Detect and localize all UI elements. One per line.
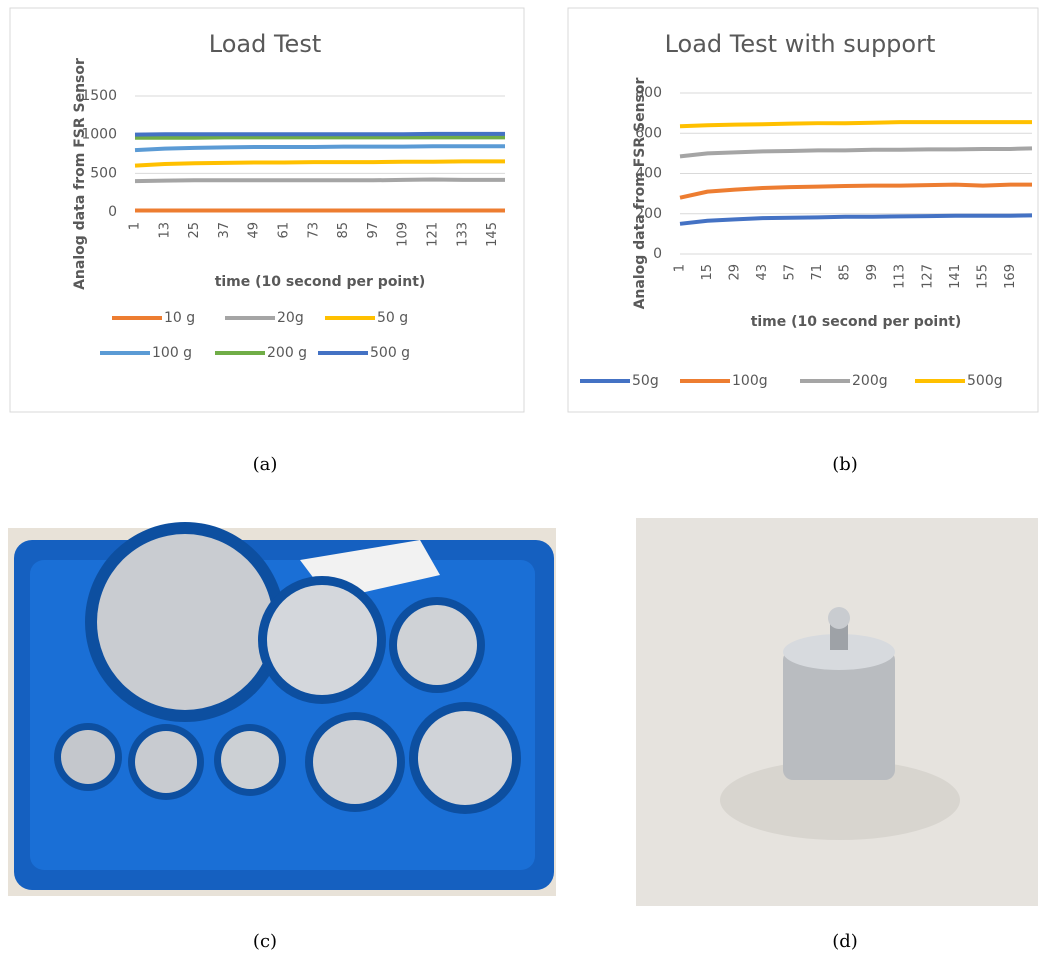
legend-label: 500g: [967, 373, 1003, 389]
x-tick-label: 13: [157, 222, 172, 239]
x-tick-label: 97: [366, 222, 381, 239]
legend-label: 20g: [277, 310, 304, 326]
x-tick-label: 71: [810, 264, 825, 281]
x-tick-label: 121: [425, 222, 440, 247]
x-tick-label: 85: [336, 222, 351, 239]
x-tick-label: 37: [217, 222, 232, 239]
x-tick-label: 1: [128, 222, 143, 230]
x-tick-label: 133: [455, 222, 470, 247]
y-tick-label: 500: [90, 165, 117, 181]
x-tick-label: 145: [485, 222, 500, 247]
y-tick-label: 1000: [81, 127, 117, 143]
photo-single-weight: [636, 518, 1038, 906]
x-tick-label: 155: [975, 264, 990, 289]
y-axis-title: Analog data from FSR Sensor: [632, 77, 648, 309]
x-axis-title: time (10 second per point): [751, 314, 962, 330]
x-tick-label: 57: [783, 264, 798, 281]
y-tick-label: 600: [635, 125, 662, 141]
legend-label: 50 g: [377, 310, 408, 326]
legend-label: 50g: [632, 373, 659, 389]
legend-label: 200g: [852, 373, 888, 389]
x-tick-label: 141: [948, 264, 963, 289]
chart-title: Load Test with support: [665, 30, 936, 58]
data-line: [135, 134, 505, 135]
x-tick-label: 99: [865, 264, 880, 281]
y-tick-label: 0: [108, 204, 117, 220]
y-tick-label: 800: [635, 85, 662, 101]
x-tick-label: 29: [728, 264, 743, 281]
data-line: [135, 180, 505, 182]
y-tick-label: 1500: [81, 88, 117, 104]
figure-canvas: (a) (b) (c) (d) Load Test Analog data fro…: [0, 0, 1046, 980]
chart-title: Load Test: [209, 30, 321, 58]
caption: (b): [832, 454, 858, 475]
x-tick-label: 73: [306, 222, 321, 239]
caption: (d): [832, 931, 858, 952]
x-axis-title: time (10 second per point): [215, 274, 426, 290]
y-tick-label: 400: [635, 166, 662, 182]
x-tick-label: 43: [755, 264, 770, 281]
x-tick-label: 169: [1003, 264, 1018, 289]
figure: (a) (b) (c) (d) Load Test Analog data fro…: [0, 0, 1046, 980]
y-tick-label: 0: [653, 246, 662, 262]
caption: (a): [253, 454, 278, 475]
legend-label: 100g: [732, 373, 768, 389]
x-tick-label: 61: [276, 222, 291, 239]
x-tick-label: 109: [396, 222, 411, 247]
legend-label: 100 g: [152, 345, 192, 361]
x-tick-label: 113: [893, 264, 908, 289]
legend-label: 10 g: [164, 310, 195, 326]
legend-label: 200 g: [267, 345, 307, 361]
x-tick-label: 127: [920, 264, 935, 289]
x-tick-label: 1: [673, 264, 688, 272]
x-tick-label: 25: [187, 222, 202, 239]
x-tick-label: 85: [838, 264, 853, 281]
y-tick-label: 200: [635, 206, 662, 222]
x-tick-label: 49: [247, 222, 262, 239]
x-tick-label: 15: [700, 264, 715, 281]
caption: (c): [253, 931, 277, 952]
legend-label: 500 g: [370, 345, 410, 361]
photo-weight-set: [8, 522, 556, 896]
